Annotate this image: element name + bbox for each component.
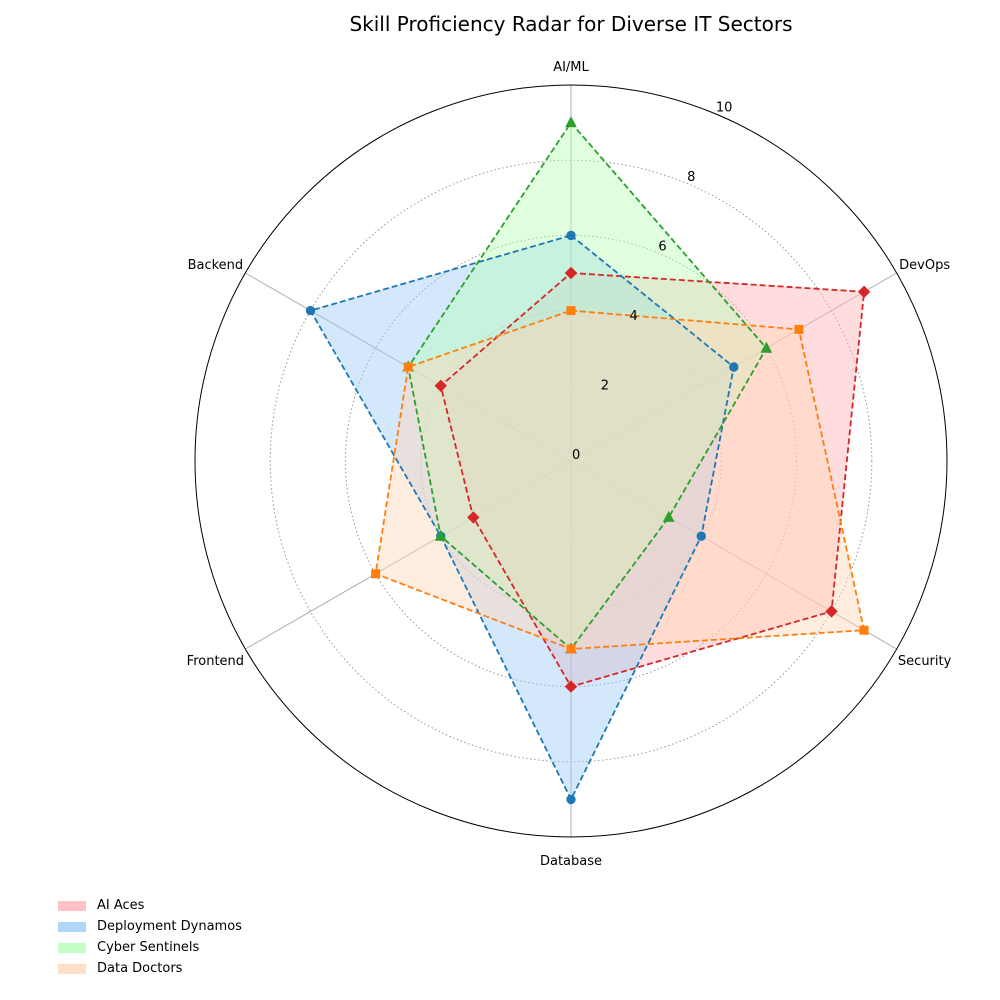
axis-label: Backend (188, 258, 244, 273)
data-point (467, 511, 480, 524)
axis-label: Frontend (187, 654, 244, 669)
series-fill (310, 235, 734, 800)
grid-circle-6 (344, 234, 798, 688)
legend-swatch (58, 942, 86, 953)
data-point (434, 379, 447, 393)
axis-spoke (245, 460, 572, 650)
radial-tick-label: 6 (658, 240, 666, 255)
radial-tick-label: 0 (572, 448, 580, 463)
data-point (565, 116, 577, 128)
legend-label: Cyber Sentinels (97, 940, 200, 955)
grid-circle-2 (495, 385, 647, 537)
axis-label: AI/ML (553, 60, 589, 75)
data-point (859, 625, 869, 635)
data-point (857, 285, 871, 299)
legend-label: Data Doctors (97, 961, 183, 976)
data-point (760, 341, 773, 353)
legend-swatch (58, 900, 86, 911)
axis-spoke (570, 460, 897, 650)
radial-tick-label: 10 (716, 101, 733, 116)
axis-label: Database (540, 854, 602, 869)
data-point (564, 266, 578, 280)
legend-item: AI Aces (58, 895, 242, 916)
chart-title: Skill Proficiency Radar for Diverse IT S… (349, 12, 792, 36)
data-point (371, 569, 381, 579)
data-point (794, 324, 804, 334)
legend-item: Cyber Sentinels (58, 937, 242, 958)
series-fill (375, 310, 865, 649)
radial-tick-labels: 0 2 4 6 8 10 (572, 101, 732, 463)
legend-swatch (58, 963, 86, 974)
data-point (434, 529, 447, 541)
data-point (566, 306, 576, 316)
data-point (566, 230, 576, 241)
legend-label: AI Aces (97, 898, 145, 913)
data-point (564, 680, 578, 693)
legend: AI Aces Deployment Dynamos Cyber Sentinels… (58, 895, 242, 979)
series-lines (305, 116, 871, 805)
series-fill (408, 122, 767, 650)
legend-swatch (58, 921, 86, 932)
data-point (305, 305, 316, 316)
series-fill (440, 273, 865, 687)
data-point (403, 362, 413, 372)
radial-tick-label: 2 (601, 379, 609, 394)
data-point (825, 605, 838, 618)
legend-label: Deployment Dynamos (97, 919, 242, 934)
axis-labels: AI/ML DevOps Security Database Frontend Backe… (187, 60, 952, 869)
data-point (696, 531, 706, 541)
series-fills (310, 122, 865, 800)
outer-frame (194, 84, 948, 838)
radial-tick-label: 4 (630, 309, 638, 324)
data-point (729, 362, 739, 372)
radial-tick-label: 8 (687, 170, 695, 185)
data-point (566, 644, 576, 654)
axis-label: DevOps (899, 258, 950, 273)
axis-label: Security (898, 654, 952, 669)
data-point (662, 510, 675, 522)
legend-item: Data Doctors (58, 958, 242, 979)
data-point (566, 794, 576, 805)
legend-item: Deployment Dynamos (58, 916, 242, 937)
